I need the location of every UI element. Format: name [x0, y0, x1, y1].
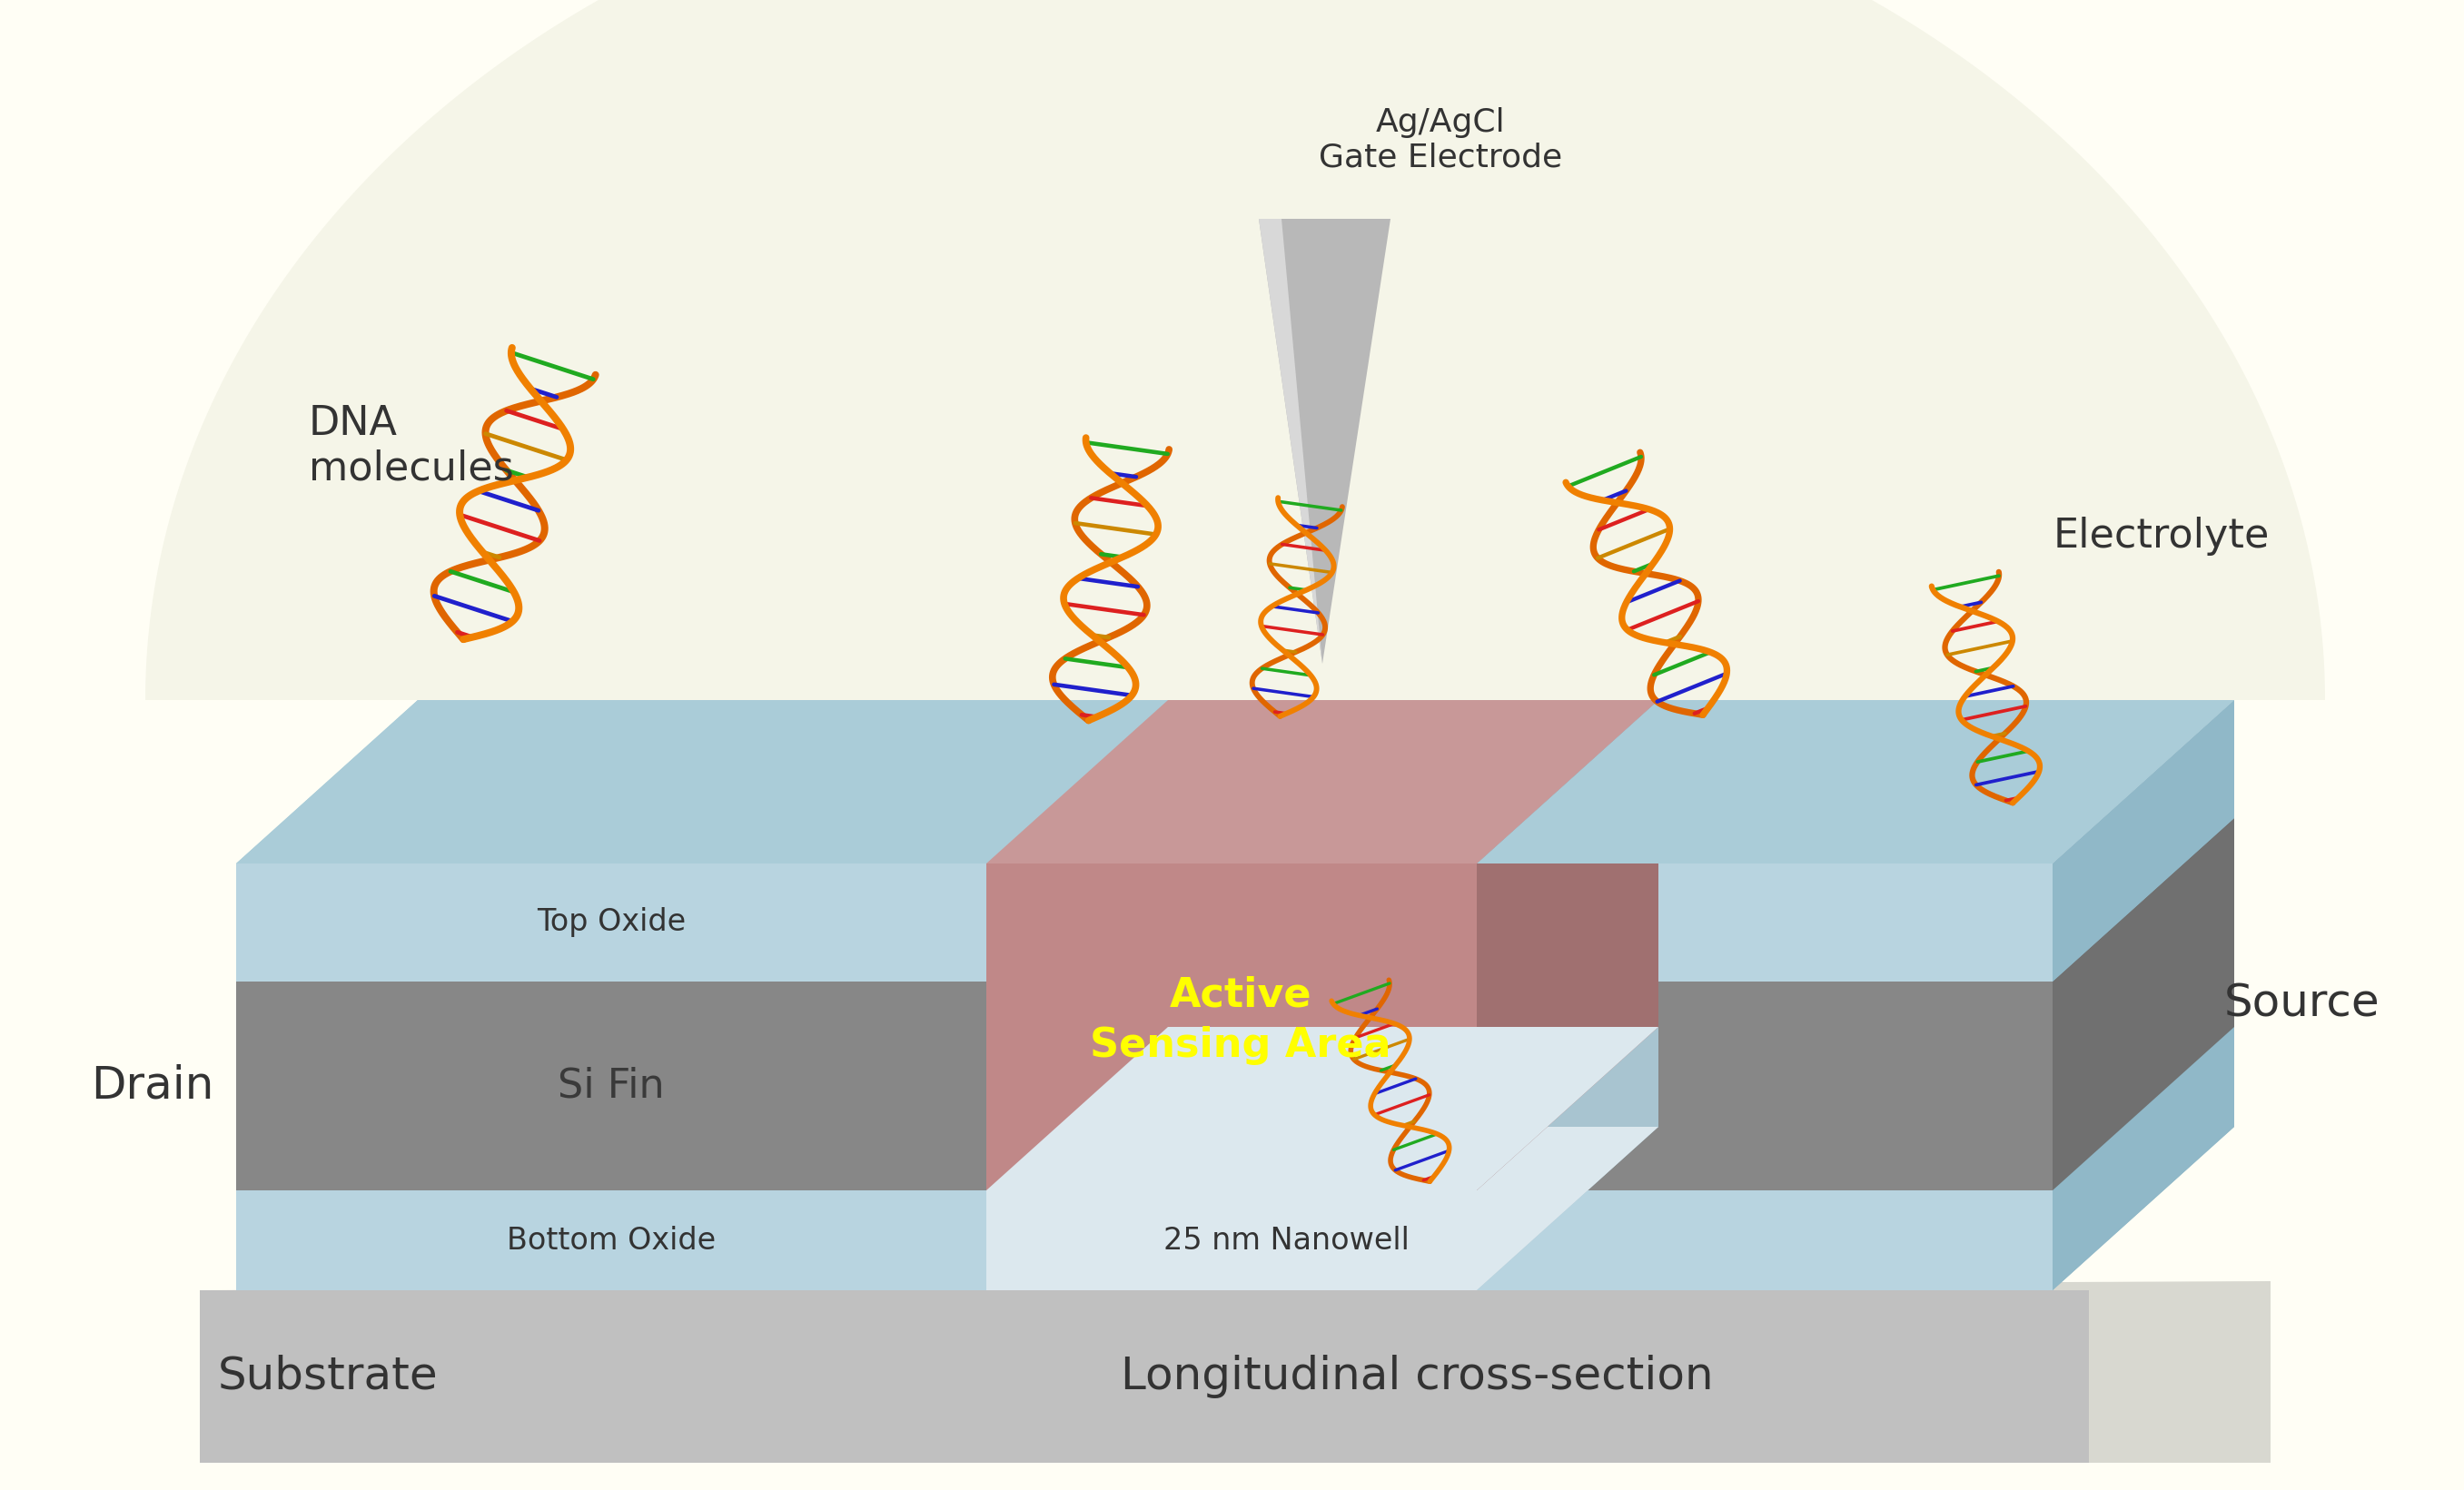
Polygon shape	[237, 700, 1168, 864]
Polygon shape	[1259, 219, 1390, 663]
Polygon shape	[2053, 700, 2235, 1290]
Bar	[237, 982, 2053, 1191]
Text: Electrolyte: Electrolyte	[2053, 517, 2269, 556]
Bar	[237, 1191, 2053, 1290]
Polygon shape	[1476, 700, 1658, 1290]
Bar	[986, 864, 1476, 1191]
Bar	[237, 864, 2053, 982]
Polygon shape	[986, 1126, 1658, 1290]
Polygon shape	[1476, 700, 1658, 1191]
Text: Substrate: Substrate	[217, 1354, 439, 1398]
Text: Longitudinal cross-section: Longitudinal cross-section	[1121, 1354, 1712, 1398]
Text: Ag/AgCl
Gate Electrode: Ag/AgCl Gate Electrode	[1318, 107, 1562, 173]
Bar	[986, 1191, 1476, 1290]
Text: 25 nm Nanowell: 25 nm Nanowell	[1163, 1225, 1409, 1255]
Text: Top Oxide: Top Oxide	[537, 907, 685, 937]
Polygon shape	[986, 1027, 1658, 1191]
Text: Bottom Oxide: Bottom Oxide	[508, 1225, 715, 1255]
Polygon shape	[2053, 818, 2235, 1191]
Polygon shape	[1259, 219, 1323, 663]
Text: Source: Source	[2223, 982, 2380, 1027]
Polygon shape	[237, 700, 2235, 864]
Polygon shape	[128, 0, 2343, 700]
Text: Si Fin: Si Fin	[557, 1067, 665, 1106]
Polygon shape	[2053, 700, 2235, 982]
Text: Active
Sensing Area: Active Sensing Area	[1089, 976, 1392, 1065]
Polygon shape	[986, 700, 1658, 864]
Polygon shape	[2053, 1027, 2235, 1290]
Bar	[200, 1290, 2089, 1463]
Text: DNA
molecules: DNA molecules	[308, 404, 515, 487]
Polygon shape	[1476, 700, 2235, 864]
Polygon shape	[200, 1281, 2269, 1463]
Text: Drain: Drain	[91, 1064, 214, 1107]
